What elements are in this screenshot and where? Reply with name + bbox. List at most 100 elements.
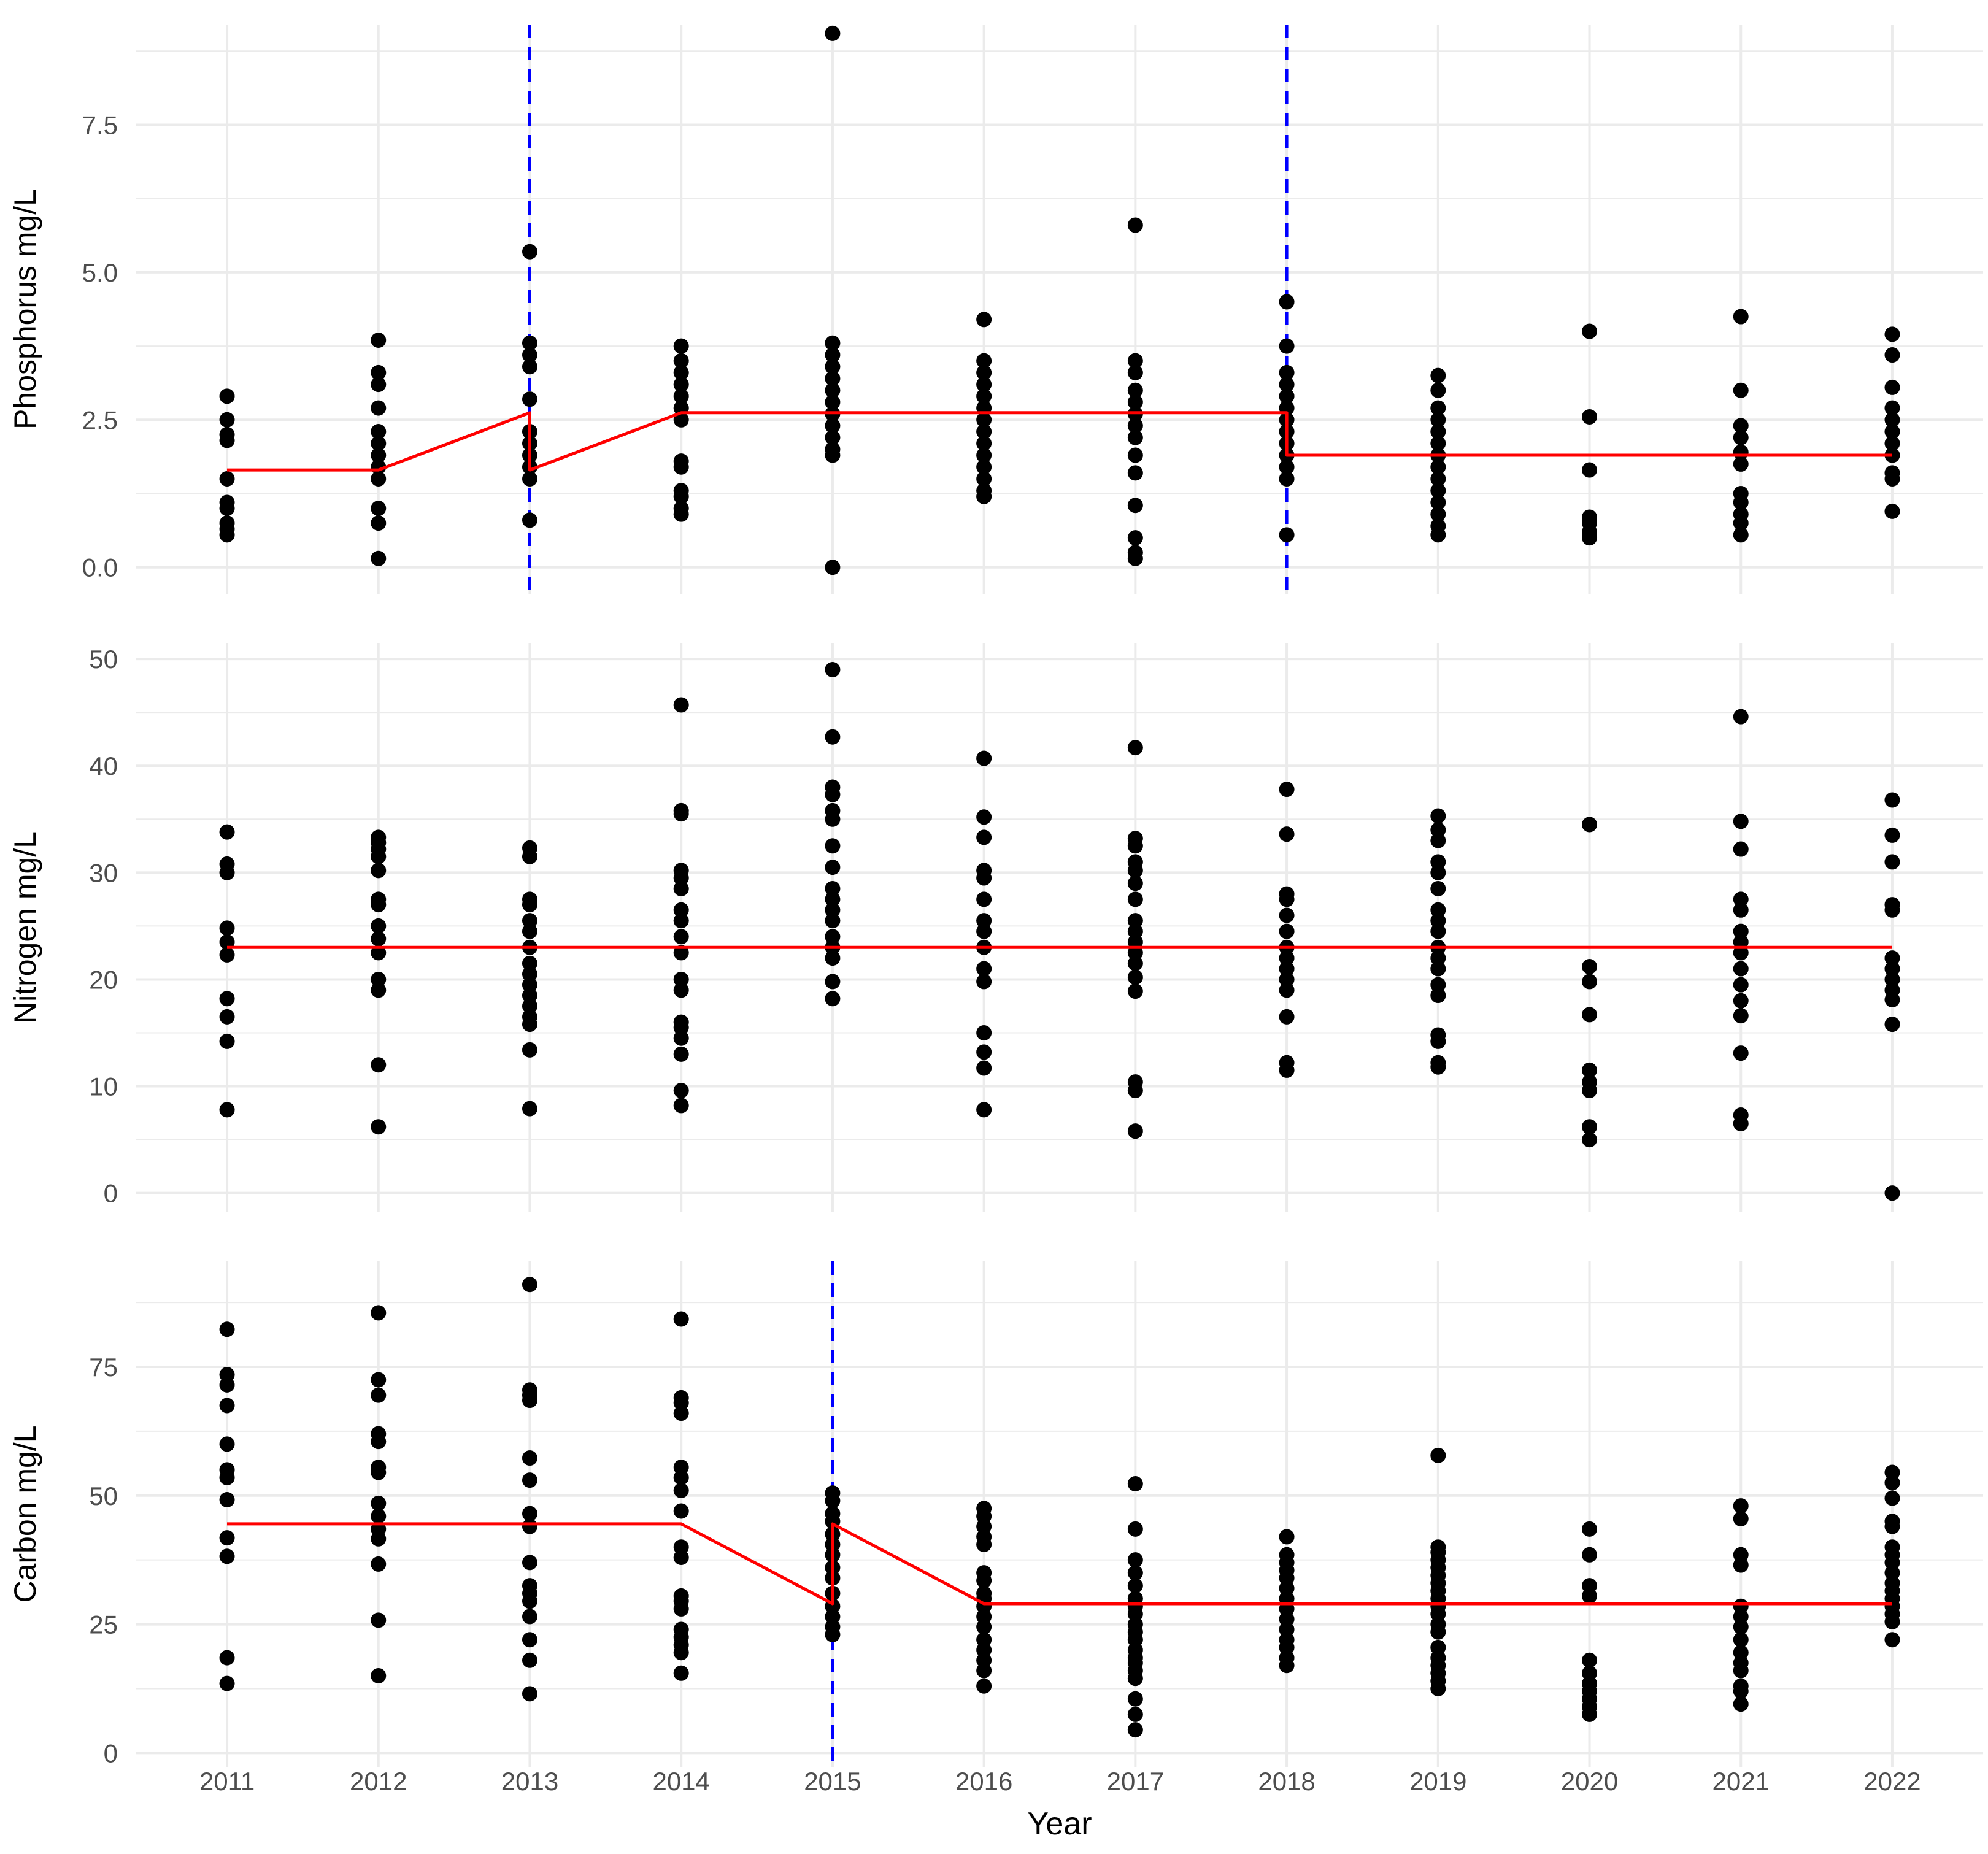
data-point	[1582, 1074, 1598, 1090]
data-point	[371, 829, 387, 845]
data-point	[976, 1678, 992, 1694]
data-point	[1430, 822, 1446, 838]
data-point	[825, 394, 841, 410]
data-point	[1127, 923, 1143, 939]
data-point	[673, 971, 689, 987]
data-point	[976, 961, 992, 977]
data-point	[673, 880, 689, 896]
y-tick-label: 30	[89, 858, 118, 887]
data-point	[1279, 527, 1295, 543]
data-point	[522, 1555, 537, 1571]
data-point	[1430, 1447, 1446, 1463]
data-point	[522, 1632, 537, 1648]
data-point	[673, 1390, 689, 1406]
x-tick-label: 2011	[199, 1767, 255, 1796]
data-point	[1127, 1722, 1143, 1738]
data-point	[1430, 833, 1446, 848]
data-point	[1430, 518, 1446, 534]
data-point	[1279, 950, 1295, 966]
data-point	[1430, 412, 1446, 428]
data-point	[1733, 1632, 1749, 1648]
data-point	[1733, 309, 1749, 325]
data-point	[825, 838, 841, 854]
data-point	[673, 913, 689, 929]
data-point	[219, 494, 235, 510]
grid	[136, 1261, 1983, 1767]
data-point	[1430, 1639, 1446, 1655]
data-point	[522, 1652, 537, 1668]
x-axis-ticks: 2011 2012 2013 2014 2015 2016 2017 2018 2019 2020…	[199, 1767, 1921, 1796]
data-point	[371, 447, 387, 463]
data-point	[1884, 400, 1900, 416]
data-point	[371, 863, 387, 879]
data-point	[1582, 1652, 1598, 1668]
data-point	[219, 1436, 235, 1452]
data-point	[1733, 1678, 1749, 1694]
data-point	[673, 412, 689, 428]
segmented-fit	[227, 411, 1892, 472]
data-point	[976, 353, 992, 369]
data-point	[1127, 969, 1143, 985]
fit-line	[227, 1522, 1892, 1606]
data-point	[219, 991, 235, 1007]
data-points	[219, 662, 1900, 1201]
data-point	[371, 501, 387, 517]
data-point	[673, 1482, 689, 1498]
data-point	[1733, 486, 1749, 502]
data-point	[1582, 323, 1598, 339]
data-point	[976, 312, 992, 328]
data-point	[1733, 444, 1749, 460]
data-point	[522, 1609, 537, 1625]
data-point	[1430, 436, 1446, 452]
data-point	[1884, 465, 1900, 481]
data-point	[1127, 1521, 1143, 1537]
x-axis-label: Year	[1027, 1806, 1092, 1842]
data-point	[1733, 527, 1749, 543]
data-point	[371, 1057, 387, 1073]
data-point	[825, 891, 841, 907]
data-point	[976, 891, 992, 907]
panel-carbon: 0 25 50 75 Carbon mg/L	[8, 1261, 1983, 1767]
data-point	[976, 1565, 992, 1581]
data-point	[673, 929, 689, 945]
data-point	[371, 550, 387, 566]
data-point	[976, 388, 992, 404]
x-tick-label: 2022	[1863, 1767, 1921, 1796]
data-point	[825, 429, 841, 445]
data-point	[1127, 364, 1143, 380]
data-point	[1582, 509, 1598, 525]
data-point	[1430, 1055, 1446, 1071]
y-axis-ticks: 0 10 20 30 40 50	[89, 645, 118, 1208]
data-point	[673, 1665, 689, 1681]
data-point	[1279, 459, 1295, 475]
data-point	[976, 1501, 992, 1517]
data-point	[522, 512, 537, 528]
data-point	[673, 902, 689, 918]
data-point	[825, 560, 841, 575]
data-point	[1279, 471, 1295, 487]
data-point	[825, 359, 841, 375]
data-point	[219, 471, 235, 487]
data-point	[976, 1025, 992, 1040]
data-point	[1430, 988, 1446, 1004]
data-point	[1733, 1598, 1749, 1614]
y-tick-label: 5.0	[82, 258, 118, 287]
data-point	[219, 1548, 235, 1564]
data-point	[1733, 891, 1749, 907]
data-point	[1582, 409, 1598, 425]
data-point	[673, 802, 689, 818]
grid	[136, 25, 1983, 594]
data-point	[371, 1387, 387, 1403]
data-point	[825, 25, 841, 41]
data-point	[522, 391, 537, 407]
data-point	[673, 338, 689, 354]
data-point	[1884, 1017, 1900, 1033]
data-point	[825, 880, 841, 896]
data-point	[1733, 1498, 1749, 1514]
data-point	[1430, 977, 1446, 993]
data-point	[976, 364, 992, 380]
data-point	[522, 977, 537, 993]
data-point	[371, 1119, 387, 1135]
data-point	[1884, 412, 1900, 428]
data-point	[219, 1530, 235, 1546]
